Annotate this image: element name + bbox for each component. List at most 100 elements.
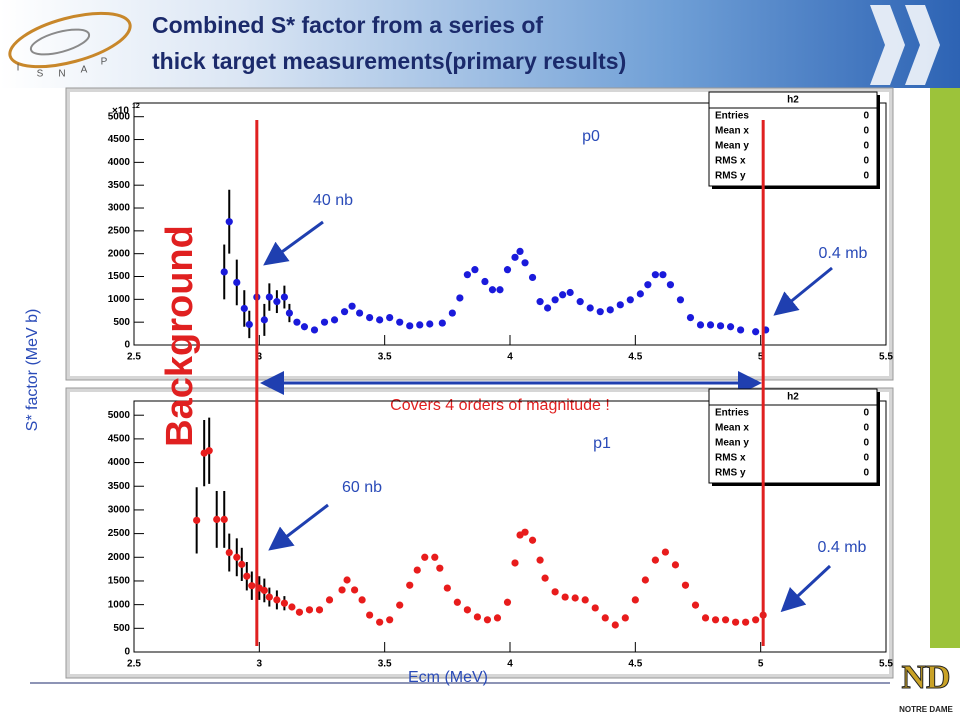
y-tick-label: 4000	[108, 457, 131, 468]
stats-title: h2	[787, 392, 799, 403]
data-point	[260, 586, 268, 595]
data-point	[280, 293, 288, 301]
stats-title: h2	[787, 95, 799, 106]
x-tick-label: 4.5	[628, 352, 642, 363]
logo-letter: A	[81, 65, 88, 76]
y-tick-label: 1000	[108, 294, 131, 305]
data-point	[386, 314, 394, 322]
data-point	[696, 321, 705, 329]
stats-value: 0	[863, 438, 869, 449]
data-point	[511, 253, 519, 261]
data-point	[516, 247, 524, 255]
data-point	[348, 302, 356, 310]
data-point	[706, 321, 715, 329]
stats-value: 0	[863, 453, 869, 464]
side-bar	[930, 88, 960, 648]
x-tick-label: 3	[257, 352, 263, 363]
logo-orbit	[8, 11, 132, 69]
data-point	[536, 556, 544, 564]
data-point	[701, 614, 710, 622]
data-point	[641, 576, 649, 584]
y-tick-label: 1500	[108, 576, 131, 587]
stats-value: 0	[863, 111, 869, 122]
data-point	[350, 586, 359, 594]
data-point	[265, 293, 273, 301]
data-point	[293, 318, 301, 326]
data-point	[591, 604, 599, 612]
data-point	[528, 273, 537, 282]
y-tick-label: 4000	[108, 157, 131, 168]
data-point	[626, 296, 634, 304]
stats-label: Mean x	[715, 126, 749, 137]
annotation-arrow	[773, 266, 833, 316]
stats-value: 0	[863, 423, 869, 434]
y-tick-label: 0	[124, 340, 130, 351]
annotation-arrow	[268, 503, 329, 551]
data-point	[248, 582, 256, 590]
data-point	[426, 320, 434, 328]
data-point	[721, 616, 730, 624]
data-point	[463, 271, 471, 279]
data-point	[551, 296, 559, 304]
data-point	[280, 599, 288, 607]
stats-label: Mean y	[715, 141, 749, 152]
data-point	[443, 584, 451, 592]
header-band	[0, 0, 960, 88]
annotation-arrow	[263, 220, 324, 266]
y-tick-label: 1500	[108, 271, 131, 282]
y-tick-label: 3500	[108, 180, 131, 191]
data-point	[471, 266, 479, 274]
data-point	[659, 271, 667, 279]
data-point	[616, 301, 624, 309]
data-point	[576, 298, 584, 306]
data-point	[366, 611, 374, 619]
y-tick-label: 5000	[108, 410, 131, 421]
data-point	[541, 574, 549, 582]
data-point	[356, 309, 364, 317]
x-tick-label: 5.5	[879, 659, 893, 670]
logo-letter: S	[37, 69, 44, 80]
logo-letter: P	[101, 57, 108, 68]
annotation: 0.4 mb	[819, 245, 868, 262]
logo-letter: I	[17, 63, 20, 74]
y-multiplier: ×10	[112, 106, 129, 117]
data-point	[376, 618, 384, 626]
data-point	[676, 296, 685, 304]
x-axis-label: Ecm (MeV)	[408, 669, 488, 686]
data-point	[644, 281, 652, 289]
data-point	[742, 618, 750, 626]
data-point	[273, 298, 281, 306]
data-point	[483, 616, 492, 624]
stats-label: RMS y	[715, 171, 746, 182]
data-point	[343, 576, 351, 584]
y-tick-label: 2000	[108, 552, 131, 563]
stats-value: 0	[863, 468, 869, 479]
data-point	[586, 304, 594, 312]
data-point	[386, 616, 394, 624]
data-point	[737, 326, 745, 334]
data-point	[621, 614, 629, 622]
data-point	[413, 566, 421, 574]
y-tick-label: 3000	[108, 203, 131, 214]
data-point	[260, 316, 268, 324]
x-tick-label: 5	[758, 352, 764, 363]
data-point	[521, 259, 529, 267]
data-point	[366, 314, 374, 322]
x-tick-label: 5	[758, 659, 764, 670]
y-tick-label: 5000	[108, 111, 131, 122]
data-point	[225, 548, 233, 557]
data-point	[463, 606, 471, 614]
stats-value: 0	[863, 126, 869, 137]
x-tick-label: 4.5	[628, 659, 642, 670]
data-point	[416, 321, 424, 329]
logo-letter: N	[58, 69, 65, 80]
x-tick-label: 2.5	[127, 659, 141, 670]
data-point	[601, 614, 609, 622]
data-point	[325, 596, 334, 604]
data-point	[300, 323, 309, 331]
data-point	[691, 601, 700, 609]
y-tick-label: 3000	[108, 505, 131, 516]
data-point	[431, 553, 439, 561]
y-tick-label: 3500	[108, 481, 131, 492]
